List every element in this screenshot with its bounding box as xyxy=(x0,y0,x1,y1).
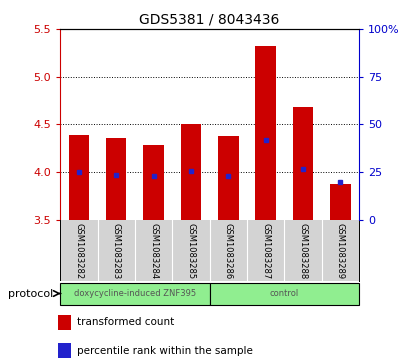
Bar xyxy=(181,124,201,220)
Text: GSM1083289: GSM1083289 xyxy=(336,223,345,279)
Text: GSM1083288: GSM1083288 xyxy=(298,223,308,279)
Text: percentile rank within the sample: percentile rank within the sample xyxy=(77,346,253,356)
Text: protocol: protocol xyxy=(8,289,54,298)
Bar xyxy=(106,138,127,220)
Title: GDS5381 / 8043436: GDS5381 / 8043436 xyxy=(139,12,280,26)
Text: doxycycline-induced ZNF395: doxycycline-induced ZNF395 xyxy=(74,289,196,298)
Bar xyxy=(68,135,89,220)
Bar xyxy=(330,184,351,220)
Text: GSM1083282: GSM1083282 xyxy=(74,223,83,279)
Bar xyxy=(58,315,71,330)
Text: GSM1083287: GSM1083287 xyxy=(261,223,270,279)
Text: transformed count: transformed count xyxy=(77,318,174,327)
Text: GSM1083284: GSM1083284 xyxy=(149,223,158,279)
Bar xyxy=(143,145,164,220)
Bar xyxy=(293,107,313,220)
Text: GSM1083285: GSM1083285 xyxy=(186,223,195,279)
Text: GSM1083283: GSM1083283 xyxy=(112,223,121,279)
Bar xyxy=(60,282,210,306)
Bar xyxy=(218,136,239,220)
Text: GSM1083286: GSM1083286 xyxy=(224,223,233,279)
Bar xyxy=(58,343,71,359)
Bar xyxy=(210,282,359,306)
Text: control: control xyxy=(270,289,299,298)
Bar xyxy=(255,46,276,220)
